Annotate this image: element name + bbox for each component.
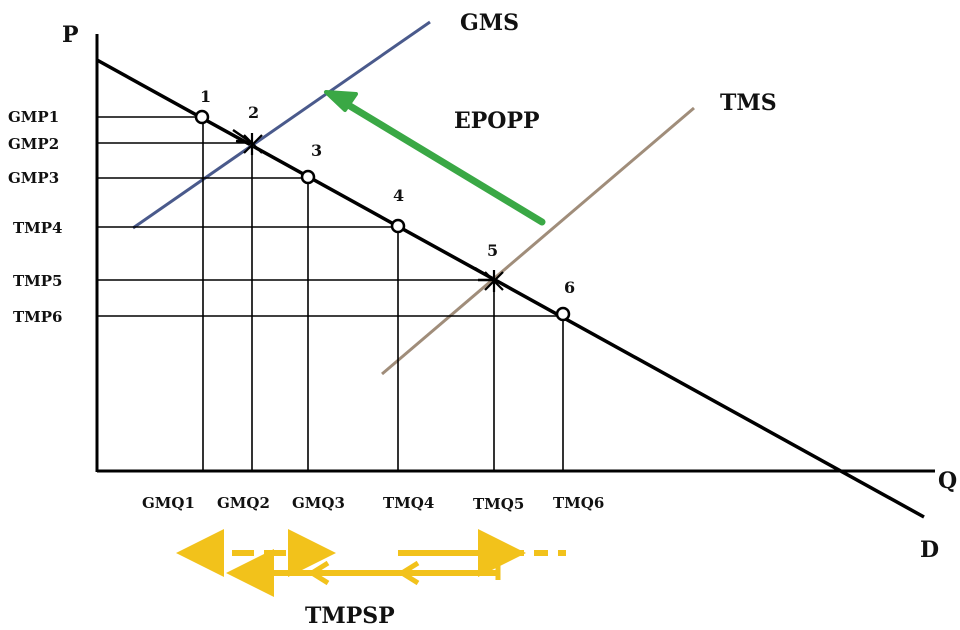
quantity-tick-gmq2: GMQ2 [217,494,270,512]
point-label-2: 2 [248,103,259,122]
price-tick-tmp4: TMP4 [13,219,62,237]
tmpsp-mid-head-1 [307,560,330,586]
point-6-marker [555,306,571,322]
gms-label: GMS [460,10,519,36]
point-label-5: 5 [487,241,498,260]
tms-label: TMS [720,90,777,116]
tmpsp-mid-head-2 [397,560,420,586]
quantity-tick-tmq5: TMQ5 [473,495,524,513]
quantity-tick-tmq6: TMQ6 [553,494,604,512]
demand-curve [96,58,925,519]
tms-supply-curve [381,106,695,376]
point-label-6: 6 [564,278,575,297]
gms-supply-curve [132,20,431,230]
point-3-marker [300,169,316,185]
quantity-tick-gmq1: GMQ1 [142,494,195,512]
tmpsp-label: TMPSP [305,603,395,629]
tmpsp-arrows [176,529,566,597]
quantity-tick-tmq4: TMQ4 [383,494,434,512]
point-5-marker [474,266,504,292]
point-4-marker [390,218,406,234]
y-axis-label: P [62,22,79,48]
price-tick-gmp1: GMP1 [8,108,59,126]
price-tick-gmp3: GMP3 [8,169,59,187]
point-2-marker [232,128,263,155]
price-tick-gmp2: GMP2 [8,135,59,153]
point-label-1: 1 [200,87,211,106]
point-label-3: 3 [311,141,322,160]
point-label-4: 4 [393,186,404,205]
price-tick-tmp5: TMP5 [13,272,62,290]
epopp-label: EPOPP [454,108,540,134]
quantity-tick-gmq3: GMQ3 [292,494,345,512]
demand-label: D [920,537,939,563]
point-1-marker [194,109,210,125]
x-axis-label: Q [938,468,957,494]
epopp-arrow [324,90,546,226]
price-tick-tmp6: TMP6 [13,308,62,326]
